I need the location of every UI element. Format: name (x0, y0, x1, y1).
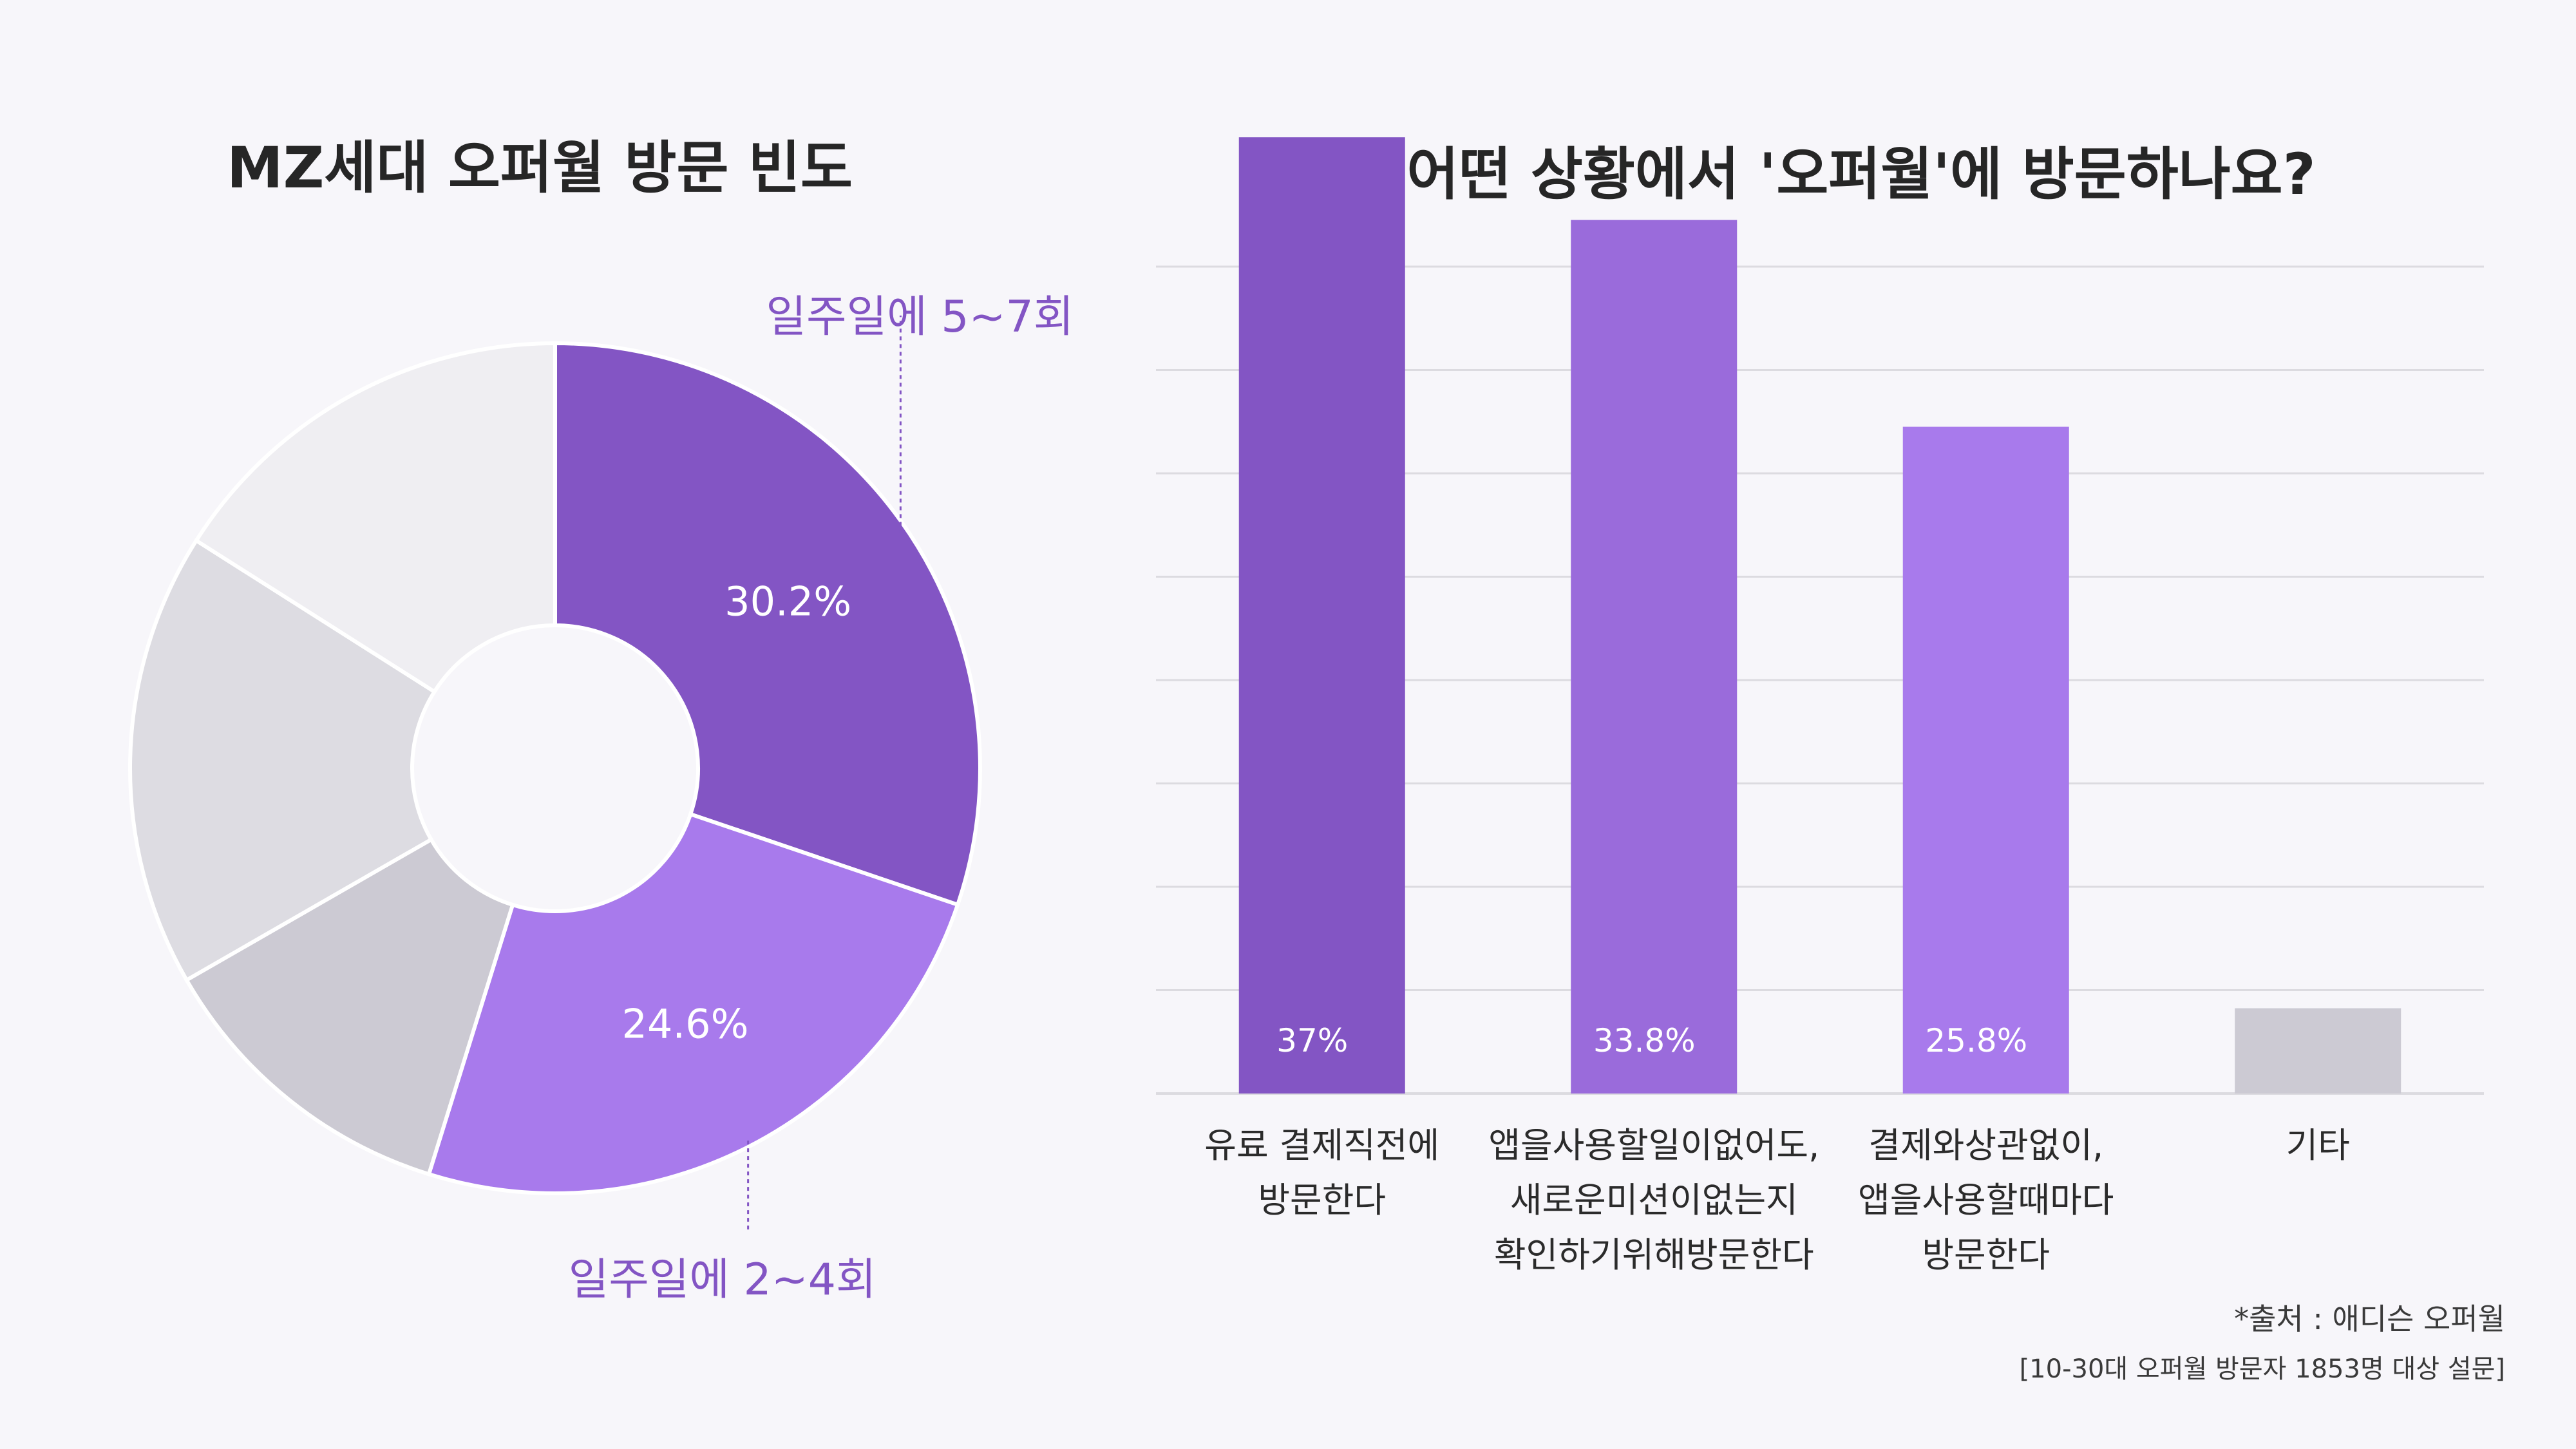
bar-value-label: 33.8% (1593, 1022, 1696, 1059)
category-label: 새로운미션이없는지 (1510, 1180, 1798, 1220)
bar (2235, 1008, 2401, 1094)
category-label: 유료 결제직전에 (1204, 1125, 1439, 1166)
category-label: 확인하기위해방문한다 (1494, 1235, 1814, 1275)
pie-slice (426, 811, 960, 1195)
category-label: 앱을사용할일이없어도, (1488, 1125, 1819, 1166)
bar (1238, 137, 1405, 1094)
bar (1902, 426, 2069, 1094)
pie-slice (553, 341, 982, 907)
bar-value-label: 37% (1276, 1022, 1348, 1059)
category-label: 결제와상관없이, (1868, 1125, 2103, 1166)
pie-slice (193, 341, 557, 695)
category-label: 기타 (2286, 1125, 2350, 1166)
bar-value-label: 25.8% (1925, 1022, 2027, 1059)
pie-slice (184, 837, 515, 1177)
callout-label: 일주일에 5~7회 (766, 292, 1074, 343)
survey-note: [10-30대 오퍼월 방문자 1853명 대상 설문] (2019, 1354, 2505, 1384)
donut-chart: 30.2% 일주일에 5~7회 24.6% 일주일에 2~4회 (128, 292, 1074, 1305)
bar-chart-title: 어떤 상황에서 '오퍼월'에 방문하나요? (1406, 141, 2316, 207)
pie-chart-title: MZ세대 오퍼월 방문 빈도 (227, 135, 853, 201)
pie-slice-value-label: 24.6% (622, 1000, 749, 1047)
pie-slice (128, 538, 437, 983)
category-label: 방문한다 (1258, 1180, 1386, 1220)
callout-label: 일주일에 2~4회 (569, 1255, 876, 1305)
category-label: 방문한다 (1922, 1235, 2050, 1275)
pie-slice-value-label: 30.2% (724, 578, 851, 625)
bar (1571, 220, 1738, 1094)
source-note: *출처 : 애디슨 오퍼월 (2234, 1302, 2505, 1336)
category-label: 앱을사용할때마다 (1858, 1180, 2114, 1220)
